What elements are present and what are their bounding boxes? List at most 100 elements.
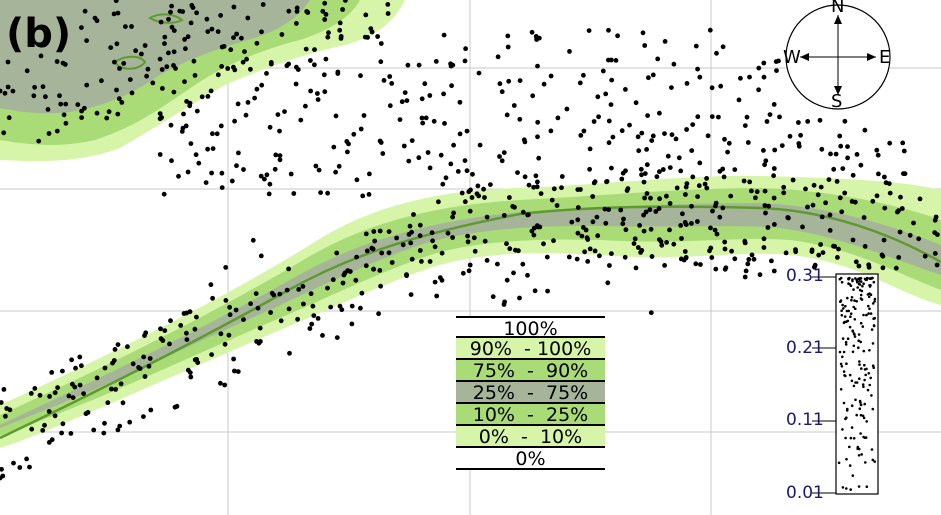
scatter-point <box>416 62 422 68</box>
scatter-point <box>716 114 721 120</box>
scatter-point <box>133 48 139 54</box>
scatter-point <box>235 101 241 107</box>
scatter-point <box>541 81 547 87</box>
scatter-point <box>451 142 456 148</box>
scatter-point <box>334 335 340 340</box>
scatter-point <box>389 81 395 86</box>
scatter-point <box>99 78 104 84</box>
scatter-point <box>307 326 313 331</box>
scatter-point <box>658 239 664 245</box>
band-middle <box>0 188 941 436</box>
scatter-point <box>587 246 593 252</box>
scatter-point <box>345 149 350 155</box>
scale-dot <box>873 297 877 301</box>
scatter-point <box>657 196 662 202</box>
scatter-point <box>337 27 343 33</box>
scatter-point <box>378 41 384 46</box>
scale-dot <box>853 318 857 321</box>
scatter-point <box>255 305 261 311</box>
scale-dot <box>867 312 870 315</box>
scatter-point <box>899 206 905 211</box>
scatter-point <box>210 131 215 137</box>
scatter-point <box>248 66 253 72</box>
scatter-point <box>462 199 468 205</box>
scatter-point <box>102 365 108 371</box>
scatter-point <box>222 382 228 388</box>
scatter-point <box>512 204 517 210</box>
scatter-point <box>343 0 348 3</box>
scatter-point <box>495 54 501 60</box>
scatter-point <box>495 261 500 267</box>
scatter-point <box>127 77 133 82</box>
scatter-point <box>254 40 260 46</box>
scale-dot <box>850 404 854 408</box>
scale-dot <box>851 474 855 477</box>
scatter-point <box>46 409 52 414</box>
upper-probability-band <box>0 0 405 162</box>
scatter-point <box>157 116 163 122</box>
scatter-point <box>120 400 126 406</box>
scatter-point <box>182 79 187 85</box>
density-scale-label: 0.11 <box>786 410 824 430</box>
scatter-point <box>252 95 257 101</box>
scatter-point <box>922 253 928 259</box>
scatter-point <box>192 73 198 78</box>
scatter-point <box>720 205 726 211</box>
scatter-point <box>387 74 393 79</box>
scatter-point <box>160 86 165 91</box>
scatter-point <box>462 58 468 64</box>
scatter-point <box>613 58 619 63</box>
scatter-point <box>544 254 550 260</box>
scale-dot <box>869 293 873 297</box>
scale-dot <box>859 321 863 325</box>
scatter-point <box>215 29 221 34</box>
scatter-point <box>379 250 385 256</box>
scatter-point <box>533 173 539 179</box>
scatter-point <box>91 427 97 433</box>
scatter-point <box>199 94 205 100</box>
scatter-point <box>798 132 803 138</box>
scatter-point <box>707 248 712 254</box>
scatter-point <box>219 64 225 69</box>
scatter-point <box>271 292 277 298</box>
scatter-point <box>850 172 856 178</box>
scatter-point <box>54 59 60 64</box>
scatter-point <box>882 205 888 211</box>
compass-west-label: W <box>783 47 801 68</box>
scatter-point <box>162 41 167 46</box>
scatter-point <box>607 263 612 268</box>
scatter-point <box>662 131 667 137</box>
east-arrow-icon <box>867 53 876 61</box>
scatter-point <box>609 77 615 83</box>
scatter-point <box>827 228 833 233</box>
compass-east-label: E <box>879 47 891 68</box>
scatter-point <box>900 140 906 146</box>
scatter-point <box>215 72 221 78</box>
scatter-point <box>419 96 425 102</box>
scatter-point <box>6 115 12 121</box>
scatter-point <box>113 0 119 4</box>
scatter-point <box>753 195 758 201</box>
scale-dot <box>869 376 872 380</box>
scatter-point <box>850 237 856 243</box>
scale-dot <box>846 337 850 341</box>
scale-dot <box>859 432 862 435</box>
scatter-point <box>448 161 454 167</box>
scatter-point <box>432 279 438 285</box>
scatter-point <box>282 109 287 114</box>
scatter-point <box>932 251 938 256</box>
scatter-point <box>762 162 767 168</box>
scatter-point <box>328 304 334 310</box>
scatter-point <box>747 74 752 80</box>
scatter-point <box>647 207 653 213</box>
scatter-point <box>190 5 196 10</box>
scale-dot <box>846 296 849 300</box>
scatter-point <box>673 136 679 142</box>
scatter-point <box>168 318 173 324</box>
scatter-point <box>597 253 602 259</box>
legend-row: 100% <box>456 316 605 340</box>
scatter-point <box>761 74 767 80</box>
scatter-point <box>406 158 412 164</box>
scatter-point <box>608 57 614 63</box>
